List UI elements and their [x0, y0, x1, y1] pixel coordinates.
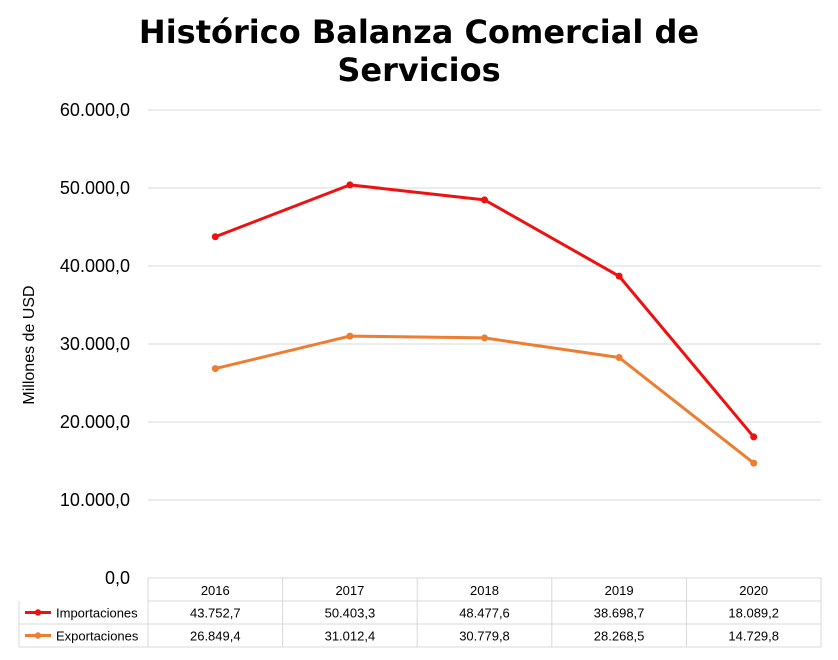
x-category-label: 2018 — [470, 583, 499, 598]
data-point — [481, 334, 488, 342]
legend-key-marker — [34, 632, 42, 639]
data-point — [346, 181, 354, 189]
data-point — [211, 233, 219, 241]
y-tick-labels: 0,0 10.000,0 20.000,0 30.000,0 40.000,0 50.00… — [60, 100, 130, 588]
table-value-cell: 50.403,3 — [325, 606, 376, 621]
y-tick-label: 20.000,0 — [60, 412, 130, 432]
chart-title-line-2: Servicios — [337, 51, 500, 89]
data-point — [615, 354, 623, 362]
data-point — [211, 365, 219, 373]
table-value-cell: 38.698,7 — [594, 606, 645, 621]
y-tick-label: 30.000,0 — [60, 334, 130, 354]
table-value-cell: 26.849,4 — [190, 629, 241, 644]
table-value-cell: 43.752,7 — [190, 606, 241, 621]
legend-key-marker — [34, 609, 42, 616]
series-line — [213, 334, 756, 465]
table-value-cell: 30.779,8 — [459, 629, 510, 644]
table-value-cell: 18.089,2 — [728, 606, 779, 621]
data-point — [615, 272, 623, 280]
x-category-label: 2017 — [335, 583, 364, 598]
table-value-cell: 28.268,5 — [594, 629, 645, 644]
data-table: 2016 2017 2018 2019 2020 Importaciones 43.752,… — [18, 577, 822, 648]
gridlines — [148, 109, 821, 501]
series-lines — [211, 181, 758, 467]
table-value-cell: 14.729,8 — [728, 629, 779, 644]
x-category-label: 2019 — [605, 583, 634, 598]
y-axis-label: Millones de USD — [21, 285, 38, 404]
y-tick-label: 40.000,0 — [60, 256, 130, 276]
data-point — [750, 459, 758, 467]
chart-title-line-1: Histórico Balanza Comercial de — [139, 13, 699, 51]
legend-series-name: Exportaciones — [56, 629, 139, 644]
x-category-label: 2020 — [739, 583, 768, 598]
y-tick-label: 50.000,0 — [60, 178, 130, 198]
legend-series-name: Importaciones — [56, 606, 138, 621]
table-value-cell: 31.012,4 — [325, 629, 376, 644]
x-category-label: 2016 — [201, 583, 230, 598]
data-point — [481, 196, 488, 204]
table-value-cell: 48.477,6 — [459, 606, 510, 621]
y-tick-label: 10.000,0 — [60, 490, 130, 510]
data-point — [750, 433, 758, 441]
y-tick-label: 0,0 — [105, 568, 130, 588]
data-point — [346, 332, 354, 340]
y-tick-label: 60.000,0 — [60, 100, 130, 120]
